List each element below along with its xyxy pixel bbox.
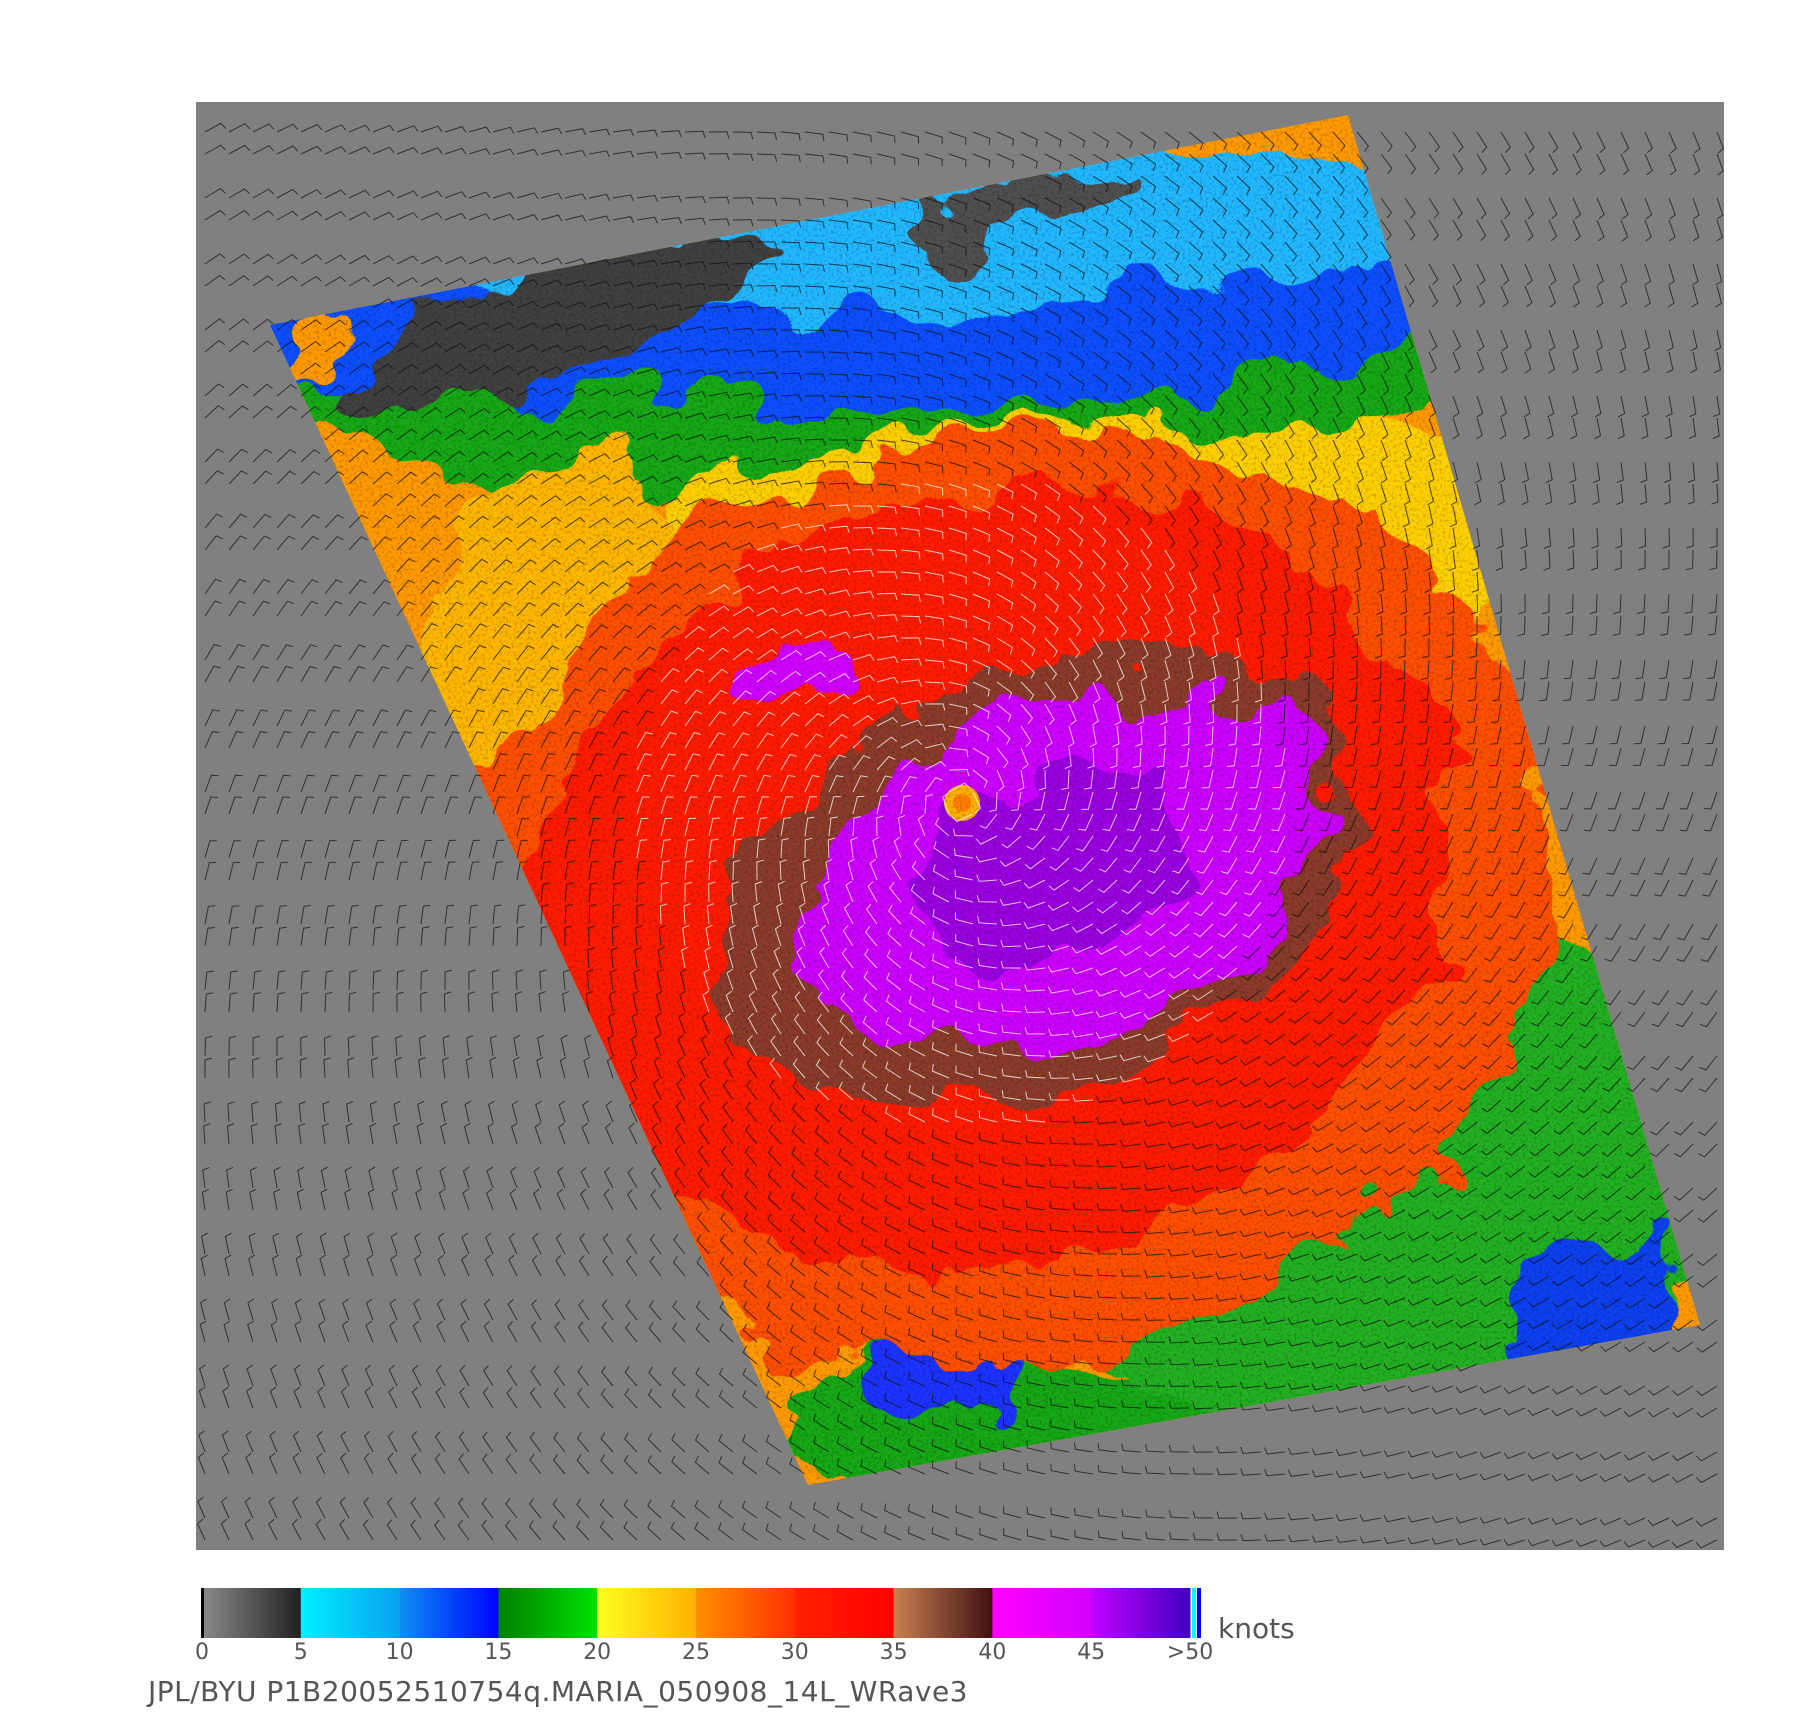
color-bar-band <box>202 1588 302 1638</box>
color-bar-band <box>794 1588 895 1638</box>
color-bar-tick-label: 45 <box>1077 1640 1106 1665</box>
color-bar-end-stripe <box>1192 1588 1196 1638</box>
color-bar-band <box>696 1588 796 1638</box>
color-bar-band <box>498 1588 598 1638</box>
color-bar-tick-label: 35 <box>879 1640 908 1665</box>
color-bar-band <box>1091 1588 1191 1638</box>
caption: JPL/BYU P1B20052510754q.MARIA_050908_14L… <box>148 1675 968 1708</box>
color-bar-tick-label: 30 <box>780 1640 809 1665</box>
color-bar-band <box>992 1588 1092 1638</box>
color-bar-tick-label: 0 <box>195 1640 209 1665</box>
color-bar-tick-label: 5 <box>293 1640 308 1665</box>
color-bar <box>201 1588 1201 1638</box>
color-bar-tick-label: >50 <box>1166 1640 1214 1665</box>
color-bar-band <box>300 1588 401 1638</box>
color-bar-tick-label: 15 <box>484 1640 513 1665</box>
units-label: knots <box>1218 1612 1295 1645</box>
color-bar-band <box>399 1588 499 1638</box>
color-bar-tick-label: 20 <box>583 1640 612 1665</box>
wind-barbs <box>196 122 1725 1549</box>
color-bar-tick-label: 10 <box>385 1640 414 1665</box>
color-bar-tick-label: 25 <box>682 1640 710 1665</box>
color-bar-end-stripe <box>1197 1588 1201 1638</box>
color-bar-band <box>893 1588 993 1638</box>
color-bar-tick-label: 40 <box>978 1640 1007 1665</box>
color-bar-band <box>597 1588 697 1638</box>
